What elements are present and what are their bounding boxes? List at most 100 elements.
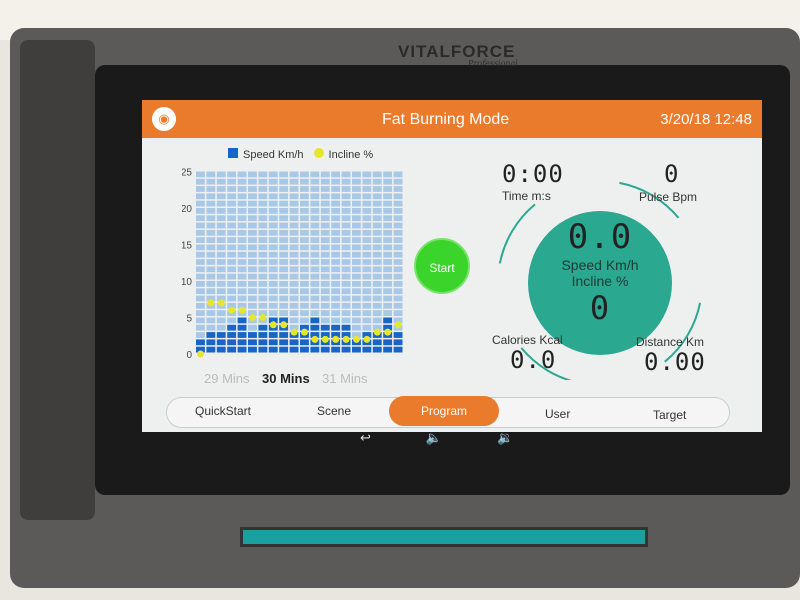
tab-user[interactable]: User bbox=[545, 407, 571, 421]
empty-cell bbox=[320, 302, 330, 309]
volume-down-icon[interactable]: 🔈 bbox=[425, 430, 443, 445]
empty-cell bbox=[372, 273, 382, 280]
empty-cell bbox=[289, 317, 299, 324]
empty-cell bbox=[196, 200, 205, 207]
empty-cell bbox=[206, 310, 216, 316]
empty-cell bbox=[289, 208, 299, 214]
empty-cell bbox=[268, 208, 278, 214]
tab-scene[interactable]: Scene bbox=[317, 404, 352, 418]
empty-cell bbox=[331, 229, 341, 236]
empty-cell bbox=[310, 259, 320, 265]
empty-cell bbox=[300, 244, 309, 251]
empty-cell bbox=[216, 281, 226, 287]
prev-duration[interactable]: 29 Mins bbox=[204, 371, 250, 386]
current-duration[interactable]: 30 Mins bbox=[262, 371, 310, 386]
empty-cell bbox=[331, 266, 341, 273]
speed-bar-cell bbox=[331, 332, 341, 338]
speed-bar-cell bbox=[279, 332, 289, 338]
empty-cell bbox=[362, 178, 372, 185]
empty-cell bbox=[362, 310, 372, 316]
empty-cell bbox=[216, 266, 226, 273]
empty-cell bbox=[331, 186, 341, 192]
empty-cell bbox=[216, 273, 226, 280]
next-duration[interactable]: 31 Mins bbox=[322, 371, 368, 386]
empty-cell bbox=[310, 186, 320, 192]
tab-quickstart[interactable]: QuickStart bbox=[195, 404, 252, 418]
incline-point bbox=[363, 335, 371, 343]
empty-cell bbox=[216, 222, 226, 229]
empty-cell bbox=[196, 273, 205, 280]
empty-cell bbox=[268, 244, 278, 251]
empty-cell bbox=[196, 317, 205, 324]
empty-cell bbox=[289, 295, 299, 302]
empty-cell bbox=[196, 302, 205, 309]
speed-bar-cell bbox=[196, 339, 205, 346]
empty-cell bbox=[393, 302, 403, 309]
start-button[interactable]: Start bbox=[414, 238, 470, 294]
speed-bar-cell bbox=[237, 339, 247, 346]
empty-cell bbox=[216, 244, 226, 251]
speed-bar-cell bbox=[227, 339, 237, 346]
speed-bar-cell bbox=[310, 317, 320, 324]
back-icon[interactable]: ↩ bbox=[360, 430, 371, 445]
empty-cell bbox=[216, 237, 226, 243]
empty-cell bbox=[341, 266, 351, 273]
empty-cell bbox=[227, 317, 237, 324]
empty-cell bbox=[289, 215, 299, 222]
empty-cell bbox=[300, 237, 309, 243]
speed-bar-cell bbox=[320, 332, 330, 338]
empty-cell bbox=[320, 193, 330, 200]
incline-point bbox=[290, 328, 298, 336]
empty-cell bbox=[279, 259, 289, 265]
empty-cell bbox=[248, 251, 257, 258]
empty-cell bbox=[352, 295, 361, 302]
tab-target[interactable]: Target bbox=[653, 408, 687, 422]
speed-bar-cell bbox=[237, 324, 247, 331]
empty-cell bbox=[393, 186, 403, 192]
speed-bar-cell bbox=[279, 346, 289, 353]
empty-cell bbox=[258, 295, 268, 302]
empty-cell bbox=[289, 186, 299, 192]
speed-bar-cell bbox=[393, 332, 403, 338]
speed-bar-cell bbox=[279, 317, 289, 324]
empty-cell bbox=[372, 229, 382, 236]
program-chart[interactable]: 25 20 15 10 5 0 bbox=[182, 168, 407, 363]
empty-cell bbox=[237, 171, 247, 178]
empty-cell bbox=[196, 266, 205, 273]
empty-cell bbox=[268, 200, 278, 207]
empty-cell bbox=[300, 281, 309, 287]
empty-cell bbox=[216, 229, 226, 236]
empty-cell bbox=[341, 288, 351, 295]
empty-cell bbox=[352, 215, 361, 222]
tab-program[interactable]: Program bbox=[389, 396, 500, 426]
empty-cell bbox=[341, 273, 351, 280]
empty-cell bbox=[279, 244, 289, 251]
empty-cell bbox=[300, 310, 309, 316]
empty-cell bbox=[289, 237, 299, 243]
empty-cell bbox=[362, 302, 372, 309]
empty-cell bbox=[352, 251, 361, 258]
empty-cell bbox=[300, 193, 309, 200]
incline-point bbox=[280, 321, 288, 329]
empty-cell bbox=[331, 193, 341, 200]
empty-cell bbox=[289, 178, 299, 185]
empty-cell bbox=[352, 281, 361, 287]
empty-cell bbox=[310, 237, 320, 243]
empty-cell bbox=[196, 237, 205, 243]
incline-value: 0 bbox=[589, 289, 611, 327]
incline-point bbox=[228, 306, 236, 314]
empty-cell bbox=[383, 295, 393, 302]
wifi-icon[interactable]: ◉ bbox=[152, 107, 176, 131]
empty-cell bbox=[227, 302, 237, 309]
empty-cell bbox=[383, 222, 393, 229]
empty-cell bbox=[372, 310, 382, 316]
empty-cell bbox=[196, 295, 205, 302]
empty-cell bbox=[362, 317, 372, 324]
empty-cell bbox=[341, 200, 351, 207]
empty-cell bbox=[248, 295, 257, 302]
speed-bar-cell bbox=[393, 346, 403, 353]
speed-bar-cell bbox=[300, 346, 309, 353]
speed-bar-cell bbox=[206, 339, 216, 346]
volume-up-icon[interactable]: 🔉 bbox=[497, 430, 514, 445]
empty-cell bbox=[383, 281, 393, 287]
